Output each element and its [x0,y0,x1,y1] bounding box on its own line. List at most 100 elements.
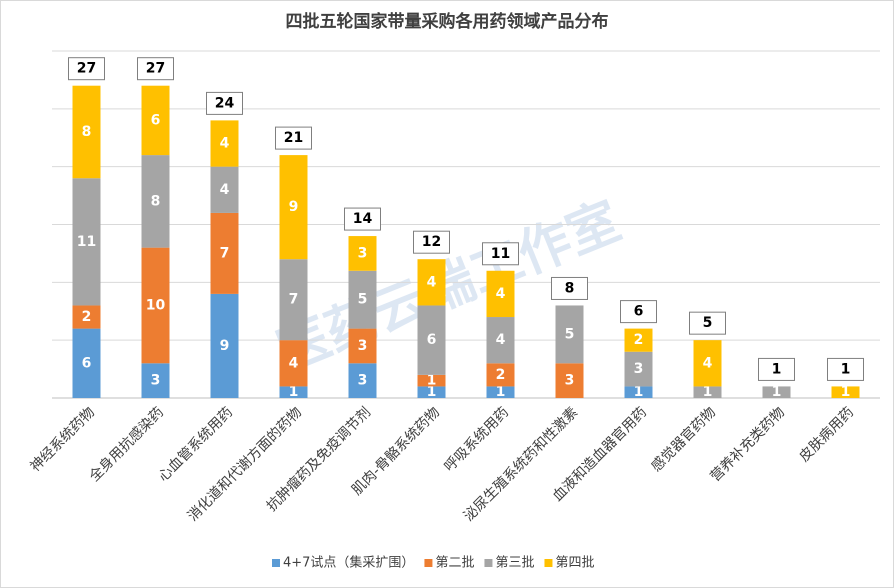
total-box [344,207,381,231]
data-label: 2 [634,332,644,348]
bar-segment [624,386,653,398]
bar-segment [417,374,446,387]
total-box [551,276,588,300]
data-label: 1 [496,384,506,400]
data-label: 5 [565,326,575,342]
bar-segment [624,351,653,387]
data-label: 4 [289,355,299,371]
total-label: 27 [146,61,165,77]
data-label: 1 [841,384,851,400]
bar-segment [762,386,791,398]
bar-segment [693,386,722,398]
bar-segment [486,386,515,398]
data-label: 10 [146,297,166,313]
legend-label: 第四批 [555,556,594,571]
data-label: 1 [289,384,299,400]
bar-segment [210,293,239,398]
bar-segment [348,363,377,398]
data-label: 3 [151,373,161,389]
total-box [137,57,174,81]
bar-segment [693,340,722,387]
bar-segment [555,363,584,398]
bar-segment [348,236,377,271]
data-label: 6 [151,112,161,128]
bar-segment [279,259,308,341]
chart-title: 四批五轮国家带量采购各用药领域产品分布 [286,11,609,32]
total-box [620,300,657,324]
bar-segment [417,305,446,375]
total-box [689,311,726,335]
legend-swatch [424,559,433,567]
bar-segment [141,363,170,398]
data-label: 9 [220,338,230,354]
bar-segment [417,259,446,306]
data-label: 8 [82,124,92,140]
bar-segment [141,155,170,248]
bar-segment [486,317,515,364]
legend-swatch [272,559,280,567]
bar-segment [72,178,101,306]
total-box [206,91,243,115]
total-box [413,230,450,254]
legend-label: 第三批 [495,556,534,571]
bar-segment [210,212,239,294]
data-label: 3 [634,361,644,377]
data-label: 4 [427,274,437,290]
total-box [68,57,105,81]
total-label: 11 [491,246,510,262]
data-label: 4 [703,355,713,371]
bar-segment [72,85,101,179]
legend-label: 第二批 [435,556,474,571]
data-label: 3 [358,338,368,354]
total-box [482,242,519,266]
bar-segment [555,305,584,364]
data-label: 6 [427,332,437,348]
data-label: 3 [358,373,368,389]
total-label: 5 [703,315,713,331]
data-label: 7 [289,292,299,308]
bar-segment [72,328,101,398]
total-box [827,357,864,381]
bar-segment [486,270,515,318]
data-label: 7 [220,245,230,261]
data-label: 4 [496,332,506,348]
total-box [275,126,312,150]
bar-segment [141,85,170,156]
total-label: 6 [634,304,644,320]
data-label: 4 [220,182,230,198]
bar-segment [831,386,860,398]
data-label: 11 [77,234,96,250]
total-label: 12 [422,234,441,250]
legend-swatch [484,559,493,567]
bar-segment [279,155,308,260]
bar-segment [348,270,377,329]
data-label: 1 [427,373,437,389]
data-label: 1 [634,384,644,400]
data-label: 4 [496,286,506,302]
bar-segment [210,166,239,213]
data-label: 9 [289,199,299,215]
total-label: 21 [284,130,303,146]
data-label: 5 [358,292,368,308]
data-label: 6 [82,355,92,371]
bar-segment [417,386,446,398]
data-label: 2 [496,367,506,383]
bar-segment [348,328,377,364]
legend-label: 4+7试点（集采扩围） [283,555,414,571]
bar-segment [210,120,239,167]
data-label: 3 [358,245,368,261]
data-label: 3 [565,373,575,389]
bar-segment [141,247,170,364]
total-label: 8 [565,280,575,296]
total-box [758,357,795,381]
total-label: 27 [77,61,96,77]
bar-segment [624,328,653,352]
bar-segment [72,305,101,329]
data-label: 1 [703,384,713,400]
legend-swatch [544,559,553,567]
bar-segment [279,386,308,398]
bar-segment [279,340,308,387]
data-label: 1 [772,384,782,400]
total-label: 14 [353,211,373,227]
total-label: 1 [841,361,851,377]
